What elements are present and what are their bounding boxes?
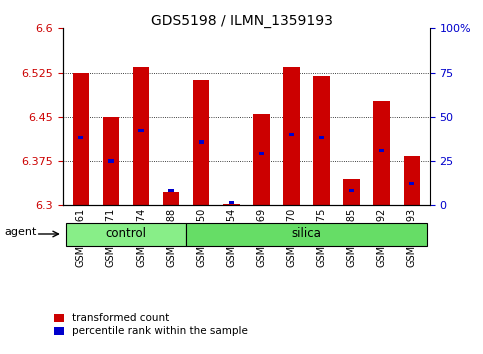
Bar xyxy=(373,102,390,205)
Text: control: control xyxy=(105,228,146,240)
Bar xyxy=(108,159,114,163)
Bar xyxy=(259,152,264,155)
Bar xyxy=(313,76,330,205)
Bar xyxy=(66,223,186,246)
Bar xyxy=(228,201,234,204)
Bar xyxy=(253,114,270,205)
Bar xyxy=(403,156,420,205)
Bar xyxy=(72,73,89,205)
Bar xyxy=(409,182,414,185)
Bar xyxy=(223,204,240,205)
Bar xyxy=(349,189,355,192)
Bar xyxy=(289,133,294,136)
Bar xyxy=(169,189,174,192)
Bar xyxy=(343,179,360,205)
Bar xyxy=(163,192,179,205)
Bar xyxy=(103,118,119,205)
Bar xyxy=(193,80,210,205)
Text: silica: silica xyxy=(292,228,322,240)
Text: GDS5198 / ILMN_1359193: GDS5198 / ILMN_1359193 xyxy=(151,14,332,28)
Legend: transformed count, percentile rank within the sample: transformed count, percentile rank withi… xyxy=(54,313,248,336)
Bar xyxy=(78,136,84,139)
Text: agent: agent xyxy=(5,227,37,237)
Bar xyxy=(283,67,300,205)
Bar xyxy=(186,223,427,246)
Bar xyxy=(138,129,143,132)
Bar xyxy=(133,67,149,205)
Bar xyxy=(319,136,324,139)
Bar xyxy=(379,149,384,152)
Bar xyxy=(199,141,204,144)
